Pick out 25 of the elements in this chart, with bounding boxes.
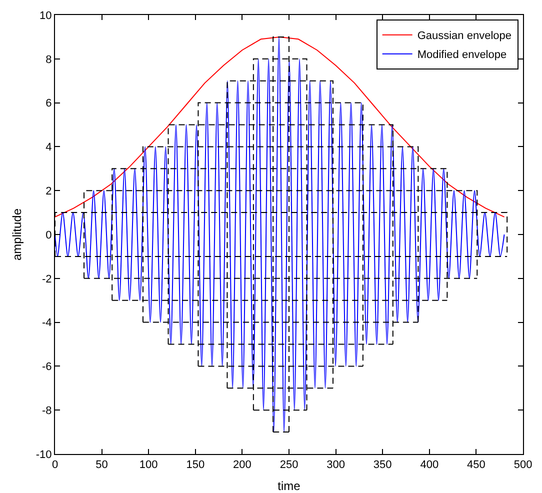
x-tick-label: 250	[280, 459, 298, 472]
legend-label: Gaussian envelope	[417, 30, 512, 42]
x-tick-label: 400	[420, 459, 439, 472]
legend-label: Modified envelope	[417, 49, 507, 62]
x-tick-label: 150	[186, 459, 205, 472]
y-tick-label: -4	[42, 317, 52, 330]
y-tick-label: -8	[42, 404, 52, 417]
x-axis-title: time	[278, 479, 301, 493]
y-tick-label: -6	[42, 361, 52, 374]
y-tick-label: 0	[46, 229, 52, 242]
y-tick-label: 4	[46, 142, 52, 154]
x-tick-label: 450	[467, 459, 486, 472]
x-tick-label: 300	[326, 459, 345, 472]
x-tick-label: 350	[373, 459, 392, 472]
x-tick-label: 500	[514, 459, 532, 472]
y-tick-label: 10	[40, 10, 52, 22]
y-tick-label: -2	[42, 273, 52, 286]
y-tick-label: -10	[36, 448, 52, 461]
x-tick-label: 50	[96, 459, 108, 472]
y-axis-title: amplitude	[10, 208, 24, 261]
x-tick-label: 200	[233, 459, 252, 472]
y-tick-label: 6	[46, 98, 52, 110]
x-tick-label: 100	[139, 459, 158, 472]
y-tick-label: 2	[46, 185, 52, 198]
y-tick-label: 8	[46, 54, 52, 66]
